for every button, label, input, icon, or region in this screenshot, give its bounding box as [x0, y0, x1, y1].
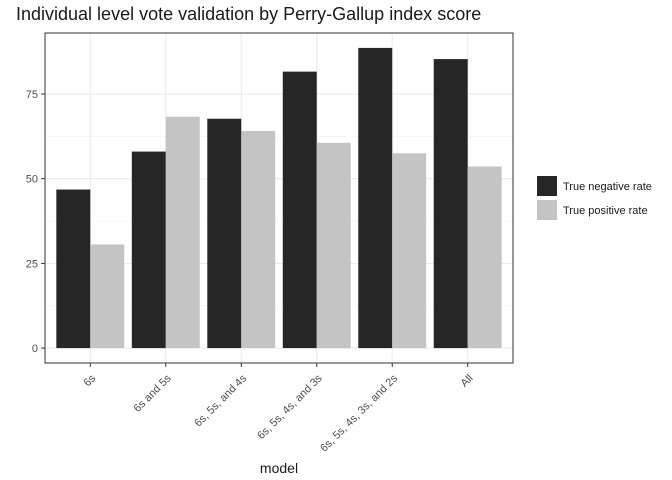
y-tick-label: 50 [26, 174, 38, 186]
bar-true-negative-rate-5 [358, 47, 393, 349]
x-tick-label: 6s, 5s, 4s, 3s, and 2s [318, 372, 400, 454]
chart-title: Individual level vote validation by Perr… [16, 4, 482, 24]
x-axis-label: model [260, 460, 298, 476]
x-tick-label: 6s, 5s, 4s, and 3s [255, 372, 325, 442]
bar-true-positive-rate-4 [316, 142, 351, 349]
bar-true-positive-rate-3 [241, 130, 276, 349]
y-tick-label: 25 [26, 258, 38, 270]
bar-true-positive-rate-6 [467, 166, 502, 349]
bar-true-negative-rate-6 [433, 59, 468, 349]
legend-label: True positive rate [563, 205, 648, 217]
x-tick-label: 6s [82, 372, 99, 389]
bar-true-negative-rate-2 [131, 151, 166, 349]
bar-true-positive-rate-1 [90, 244, 125, 349]
x-tick-label: All [459, 372, 476, 389]
x-tick-label: 6s and 5s [132, 372, 175, 415]
bar-true-positive-rate-2 [165, 116, 200, 349]
bars [56, 47, 502, 349]
bar-true-negative-rate-1 [56, 189, 91, 349]
x-tick-label: 6s, 5s, and 4s [192, 372, 249, 429]
legend: True negative rate True positive rate [537, 176, 652, 220]
y-tick-label: 75 [26, 89, 38, 101]
bar-true-positive-rate-5 [392, 153, 427, 349]
legend-key-true-positive-rate [537, 200, 557, 220]
legend-label: True negative rate [563, 181, 652, 193]
plot-panel-border [44, 32, 514, 364]
y-tick-label: 0 [32, 343, 38, 355]
bar-true-negative-rate-4 [282, 71, 317, 349]
legend-key-true-negative-rate [537, 176, 557, 196]
bar-true-negative-rate-3 [207, 118, 242, 349]
